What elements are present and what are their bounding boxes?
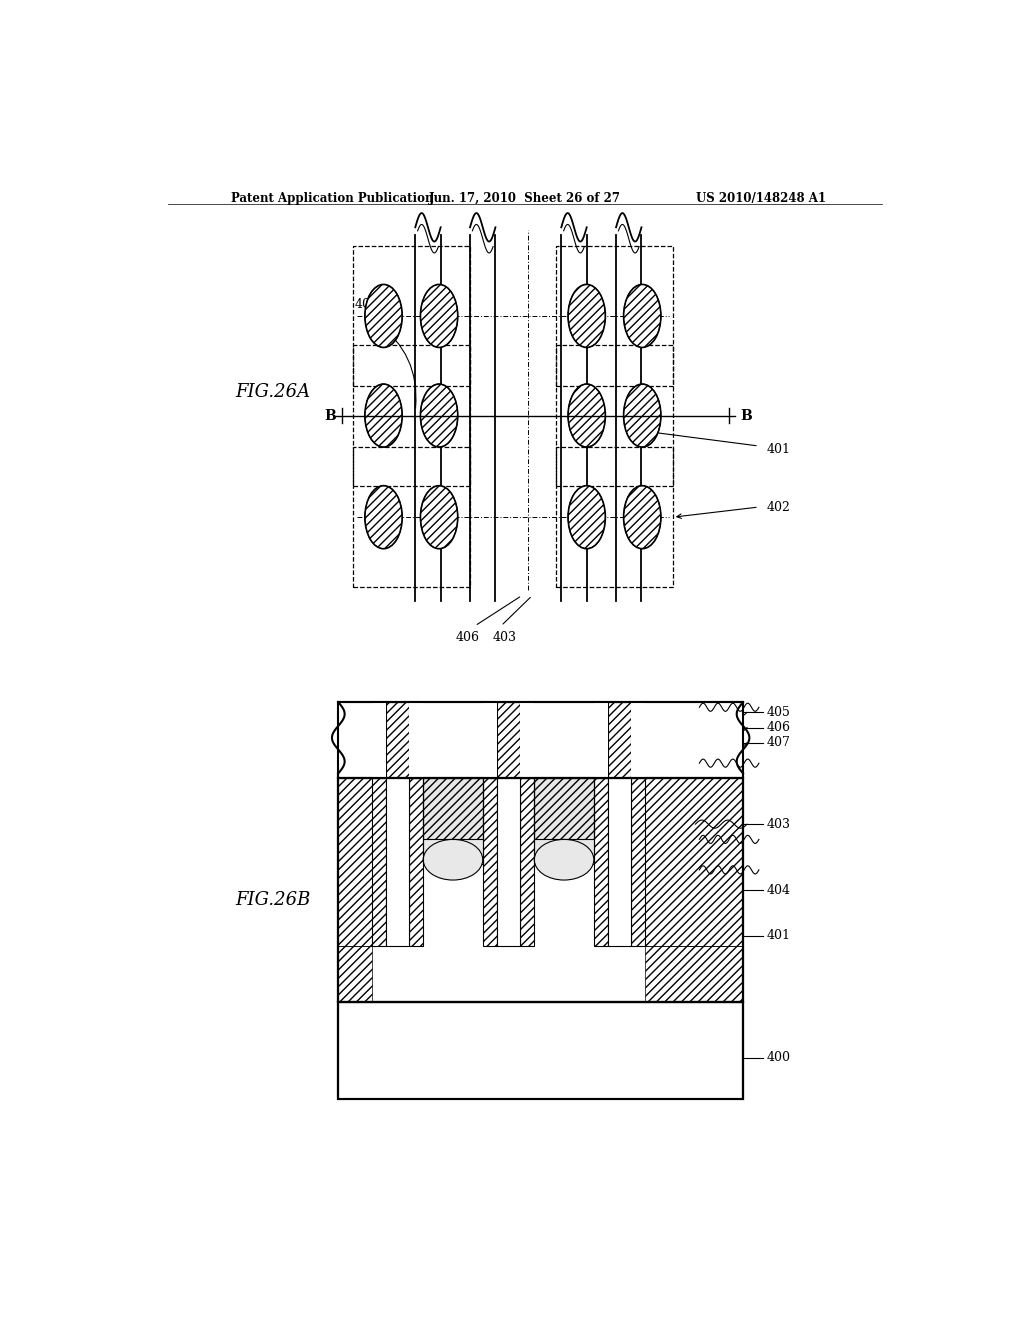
Bar: [338, 702, 743, 779]
Text: 404: 404: [767, 883, 791, 896]
Ellipse shape: [421, 384, 458, 447]
Text: 403: 403: [767, 817, 791, 830]
Bar: [416, 235, 440, 601]
Text: B: B: [740, 409, 752, 422]
Text: 400: 400: [767, 1052, 791, 1064]
Bar: [645, 779, 743, 1002]
Ellipse shape: [421, 284, 458, 347]
Bar: [482, 779, 498, 946]
Ellipse shape: [568, 384, 605, 447]
Bar: [594, 779, 608, 946]
Text: Patent Application Publication: Patent Application Publication: [231, 191, 434, 205]
Text: Jun. 17, 2010  Sheet 26 of 27: Jun. 17, 2010 Sheet 26 of 27: [429, 191, 621, 205]
Bar: [409, 779, 423, 946]
Bar: [535, 779, 594, 863]
Ellipse shape: [365, 486, 402, 549]
Text: US 2010/148248 A1: US 2010/148248 A1: [696, 191, 826, 205]
Text: 401: 401: [767, 442, 791, 455]
Bar: [631, 779, 645, 946]
Bar: [372, 779, 386, 946]
Text: FIG.26B: FIG.26B: [236, 891, 310, 909]
Ellipse shape: [624, 284, 660, 347]
Ellipse shape: [365, 284, 402, 347]
Text: 405: 405: [767, 706, 791, 719]
Bar: [631, 702, 645, 779]
Bar: [520, 702, 535, 779]
Bar: [535, 779, 594, 840]
Bar: [338, 779, 743, 1002]
Bar: [353, 246, 470, 385]
Text: FIG.26A: FIG.26A: [236, 383, 310, 401]
Bar: [608, 779, 631, 946]
Bar: [608, 702, 631, 779]
Bar: [338, 779, 743, 1002]
Bar: [372, 702, 386, 779]
Ellipse shape: [624, 486, 660, 549]
Bar: [338, 779, 372, 946]
Text: 407: 407: [767, 737, 791, 750]
Ellipse shape: [365, 384, 402, 447]
Bar: [498, 779, 520, 946]
Bar: [482, 702, 498, 779]
Bar: [409, 702, 423, 779]
Bar: [470, 235, 496, 601]
Bar: [353, 346, 470, 486]
Ellipse shape: [423, 840, 482, 880]
Bar: [594, 702, 608, 779]
Ellipse shape: [568, 486, 605, 549]
Text: 402: 402: [767, 500, 791, 513]
Bar: [520, 779, 535, 946]
Bar: [616, 235, 641, 601]
Bar: [423, 779, 482, 840]
Ellipse shape: [421, 486, 458, 549]
Text: B: B: [325, 409, 336, 422]
Bar: [561, 235, 587, 601]
Text: 407: 407: [354, 298, 378, 312]
Bar: [423, 779, 482, 863]
Bar: [338, 779, 372, 1002]
Text: 401: 401: [767, 929, 791, 942]
Bar: [556, 246, 673, 385]
Ellipse shape: [535, 840, 594, 880]
Bar: [556, 447, 673, 587]
Text: 403: 403: [493, 631, 517, 644]
Bar: [338, 1002, 743, 1098]
Text: 406: 406: [456, 631, 479, 644]
Bar: [386, 702, 409, 779]
Ellipse shape: [624, 384, 660, 447]
Bar: [353, 447, 470, 587]
Bar: [386, 779, 409, 946]
Bar: [645, 946, 743, 1002]
Bar: [338, 1002, 743, 1098]
Bar: [338, 946, 372, 1002]
Bar: [556, 346, 673, 486]
Ellipse shape: [568, 284, 605, 347]
Text: 406: 406: [767, 721, 791, 734]
Bar: [498, 702, 520, 779]
Bar: [645, 779, 743, 946]
